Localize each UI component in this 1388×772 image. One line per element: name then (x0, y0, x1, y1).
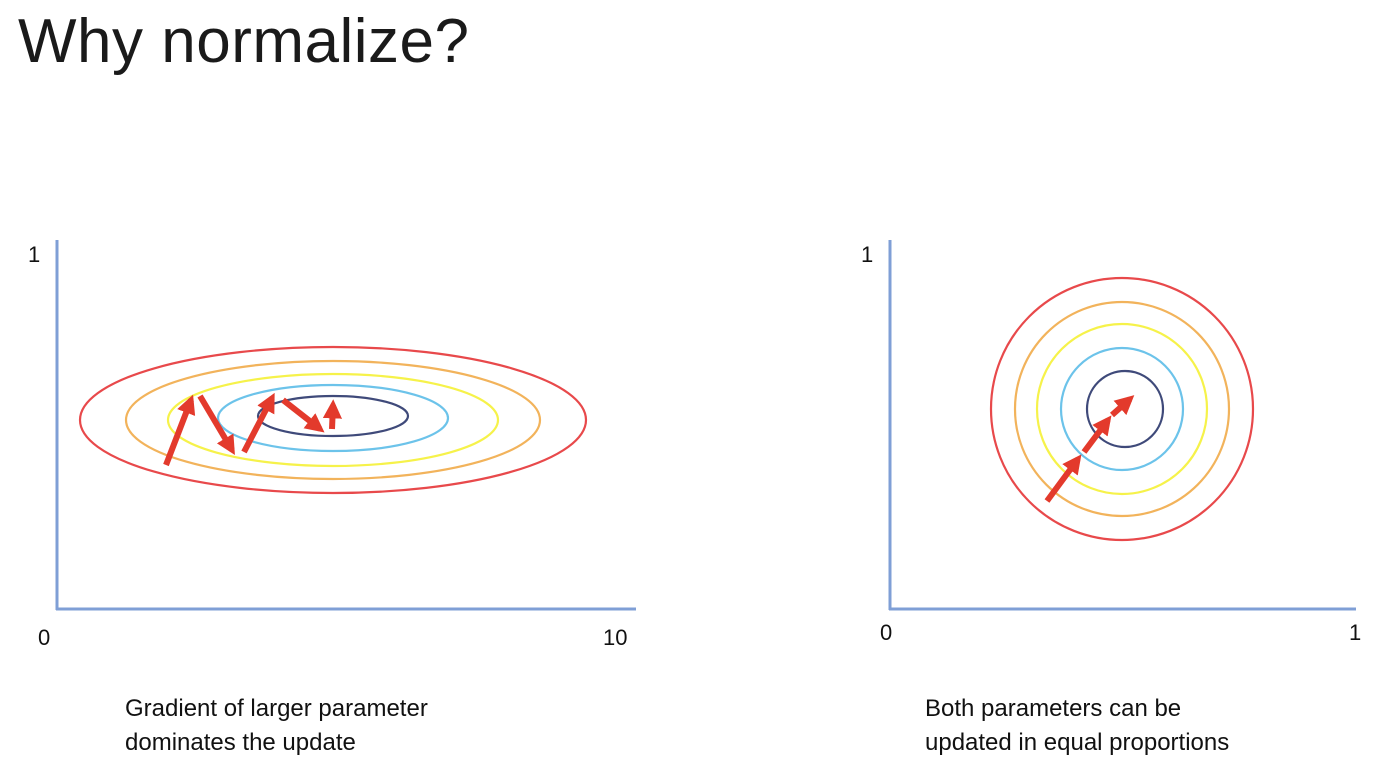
right-step-arrow (1044, 454, 1082, 503)
right-contour-red (989, 276, 1255, 542)
left-contour-light-blue (216, 383, 450, 453)
right-contour-orange (1013, 300, 1231, 518)
left-caption: Gradient of larger parameter dominates t… (125, 692, 428, 760)
left-step-arrow (281, 397, 325, 433)
left-contour-yellow (166, 372, 500, 468)
left-caption-line-1: Gradient of larger parameter (125, 695, 428, 722)
right-x-max-label: 1 (1349, 620, 1361, 645)
left-x-max-label: 10 (603, 625, 627, 650)
left-step-arrow (197, 394, 235, 455)
left-gradient-path (163, 392, 343, 467)
left-contour-dark-navy (256, 394, 410, 438)
slide-title: Why normalize? (18, 7, 470, 76)
left-x-min-label: 0 (38, 625, 50, 650)
right-caption: Both parameters can be updated in equal … (925, 692, 1229, 760)
right-contour-light-blue (1059, 346, 1185, 472)
right-step-arrow (1081, 415, 1112, 454)
right-contour-dark-navy (1085, 369, 1165, 449)
left-caption-line-2: dominates the update (125, 729, 356, 756)
left-contour-orange (124, 359, 542, 481)
right-step-arrow (1110, 395, 1135, 418)
right-gradient-path (1044, 395, 1135, 503)
right-caption-line-1: Both parameters can be (925, 695, 1182, 722)
right-panel: 1 0 1 (861, 240, 1361, 645)
left-step-arrow (322, 399, 343, 430)
right-caption-line-2: updated in equal proportions (925, 729, 1230, 756)
left-y-max-label: 1 (28, 242, 40, 267)
left-contour-red (78, 345, 588, 495)
right-contour-yellow (1035, 322, 1209, 496)
left-step-arrow (241, 392, 275, 454)
right-x-min-label: 0 (880, 620, 892, 645)
right-y-max-label: 1 (861, 242, 873, 267)
left-panel: 1 0 10 (28, 240, 636, 650)
left-step-arrow (163, 394, 196, 467)
